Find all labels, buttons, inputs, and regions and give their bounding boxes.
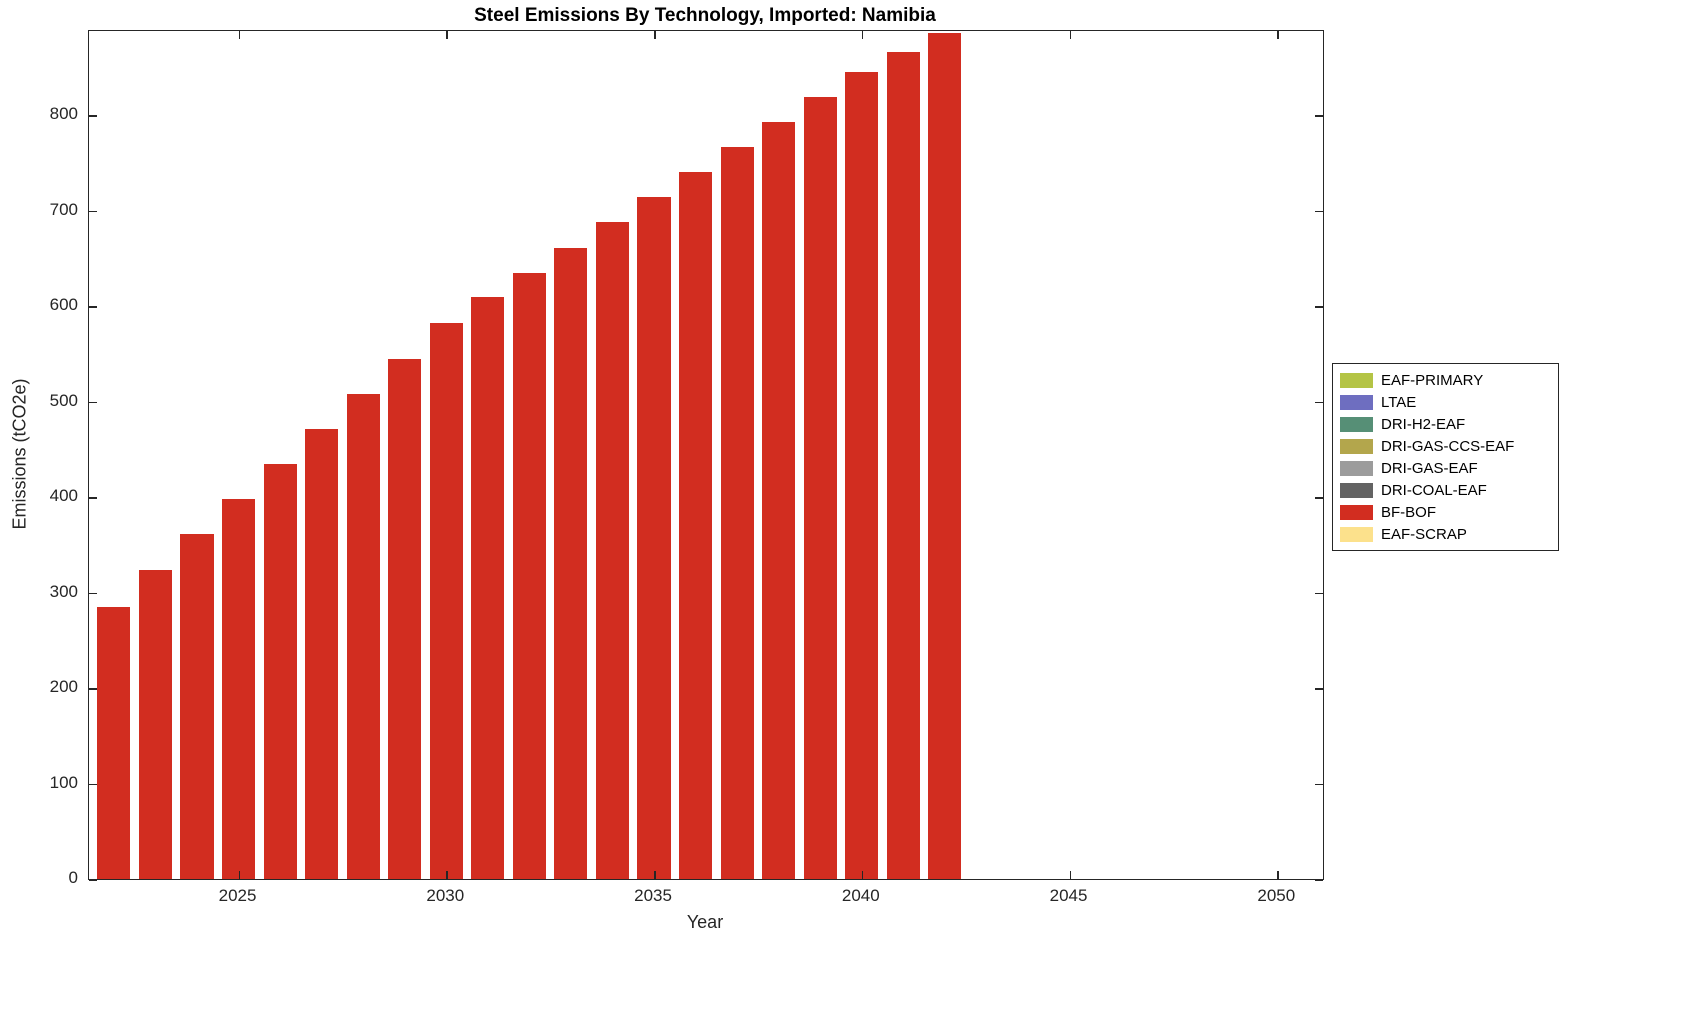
legend-swatch-icon	[1340, 460, 1373, 476]
x-tick-label: 2035	[634, 886, 672, 905]
bar-bf-bof-2038	[762, 121, 796, 879]
x-tick-label: 2045	[1049, 886, 1088, 905]
bar-bf-bof-2033	[554, 247, 588, 879]
y-tick-label: 100	[49, 772, 78, 792]
y-tick-label: 400	[49, 486, 78, 506]
y-tick-mark	[89, 592, 97, 594]
y-tick-mark	[89, 879, 97, 881]
y-tick-mark	[89, 306, 97, 308]
legend-item-dri-coal-eaf: DRI-COAL-EAF	[1333, 479, 1558, 501]
x-tick-mark	[654, 871, 656, 879]
y-tick-mark	[1315, 783, 1323, 785]
bar-bf-bof-2026	[263, 463, 297, 879]
y-tick-label: 200	[49, 677, 78, 696]
legend-label: BF-BOF	[1381, 503, 1436, 521]
y-tick-label: 700	[49, 199, 78, 219]
x-tick-label: 2050	[1257, 886, 1296, 905]
y-tick-mark	[1315, 879, 1323, 881]
x-tick-label: 2025	[218, 886, 257, 905]
x-tick-label: 2030	[426, 886, 465, 905]
legend-swatch-icon	[1340, 438, 1373, 454]
y-tick-mark	[89, 783, 97, 785]
x-tick-label: 2040	[841, 886, 880, 905]
bar-bf-bof-2042	[928, 32, 962, 879]
legend-swatch-icon	[1340, 372, 1373, 388]
chart-title: Steel Emissions By Technology, Imported:…	[474, 5, 936, 26]
bar-bf-bof-2028	[346, 393, 380, 879]
legend-label: DRI-H2-EAF	[1381, 415, 1466, 433]
x-axis-label: Year	[686, 912, 724, 932]
y-tick-mark	[89, 115, 97, 117]
bar-bf-bof-2022	[97, 606, 131, 879]
x-tick-mark	[861, 31, 864, 39]
y-tick-mark	[89, 401, 97, 404]
legend-item-bf-bof: BF-BOF	[1333, 501, 1558, 523]
y-tick-mark	[89, 210, 97, 213]
x-tick-mark	[446, 871, 448, 879]
y-tick-mark	[1315, 115, 1323, 117]
x-tick-mark	[1277, 31, 1279, 39]
bar-bf-bof-2025	[222, 498, 256, 879]
bar-bf-bof-2024	[180, 534, 214, 879]
y-tick-label: 300	[49, 581, 78, 601]
legend-label: DRI-GAS-CCS-EAF	[1381, 437, 1515, 455]
legend-item-dri-h2-eaf: DRI-H2-EAF	[1333, 413, 1558, 435]
y-tick-mark	[89, 688, 97, 690]
y-tick-mark	[1315, 497, 1323, 499]
x-tick-mark	[238, 31, 241, 39]
bar-bf-bof-2030	[429, 323, 463, 879]
legend-label: DRI-COAL-EAF	[1381, 481, 1487, 499]
x-tick-mark	[446, 31, 448, 39]
bar-bf-bof-2040	[845, 72, 879, 879]
bar-bf-bof-2023	[138, 569, 173, 879]
legend-item-ltae: LTAE	[1333, 391, 1558, 413]
legend-item-dri-gas-ccs-eaf: DRI-GAS-CCS-EAF	[1333, 435, 1558, 457]
bar-bf-bof-2039	[803, 96, 837, 879]
legend-item-dri-gas-eaf: DRI-GAS-EAF	[1333, 457, 1558, 479]
legend-swatch-icon	[1340, 504, 1373, 520]
bar-bf-bof-2036	[679, 172, 713, 879]
y-tick-label: 500	[49, 390, 78, 410]
legend-label: EAF-SCRAP	[1381, 525, 1467, 543]
x-tick-mark	[1069, 31, 1072, 39]
y-tick-label: 0	[68, 868, 78, 887]
x-tick-mark	[1069, 871, 1072, 879]
y-tick-mark	[1315, 592, 1323, 594]
y-tick-mark	[1315, 210, 1323, 213]
legend-label: LTAE	[1381, 393, 1417, 411]
y-tick-mark	[1315, 306, 1323, 308]
bar-bf-bof-2035	[637, 197, 671, 879]
legend-swatch-icon	[1340, 526, 1373, 542]
legend-swatch-icon	[1340, 482, 1373, 498]
legend-label: EAF-PRIMARY	[1381, 371, 1484, 389]
y-tick-mark	[1315, 401, 1323, 404]
y-tick-mark	[1315, 688, 1323, 690]
bar-bf-bof-2041	[886, 52, 920, 879]
x-tick-mark	[861, 871, 864, 879]
x-tick-mark	[1277, 871, 1279, 879]
x-tick-mark	[238, 871, 241, 879]
bar-bf-bof-2032	[512, 272, 546, 879]
bar-bf-bof-2031	[471, 297, 505, 879]
legend-label: DRI-GAS-EAF	[1381, 459, 1478, 477]
legend-swatch-icon	[1340, 416, 1373, 432]
legend: EAF-PRIMARY LTAE DRI-H2-EAF DRI-GAS-CCS-EAF…	[1332, 363, 1559, 551]
y-tick-label: 800	[49, 104, 78, 124]
y-tick-label: 600	[49, 295, 78, 315]
x-tick-mark	[654, 31, 656, 39]
y-tick-mark	[89, 497, 97, 499]
bar-bf-bof-2027	[305, 429, 339, 879]
legend-item-eaf-primary: EAF-PRIMARY	[1333, 369, 1558, 391]
plot-area	[88, 30, 1324, 881]
legend-swatch-icon	[1340, 394, 1373, 410]
bar-bf-bof-2029	[388, 358, 422, 879]
bar-bf-bof-2034	[595, 222, 630, 879]
legend-item-eaf-scrap: EAF-SCRAP	[1333, 523, 1558, 545]
bar-bf-bof-2037	[720, 146, 754, 879]
